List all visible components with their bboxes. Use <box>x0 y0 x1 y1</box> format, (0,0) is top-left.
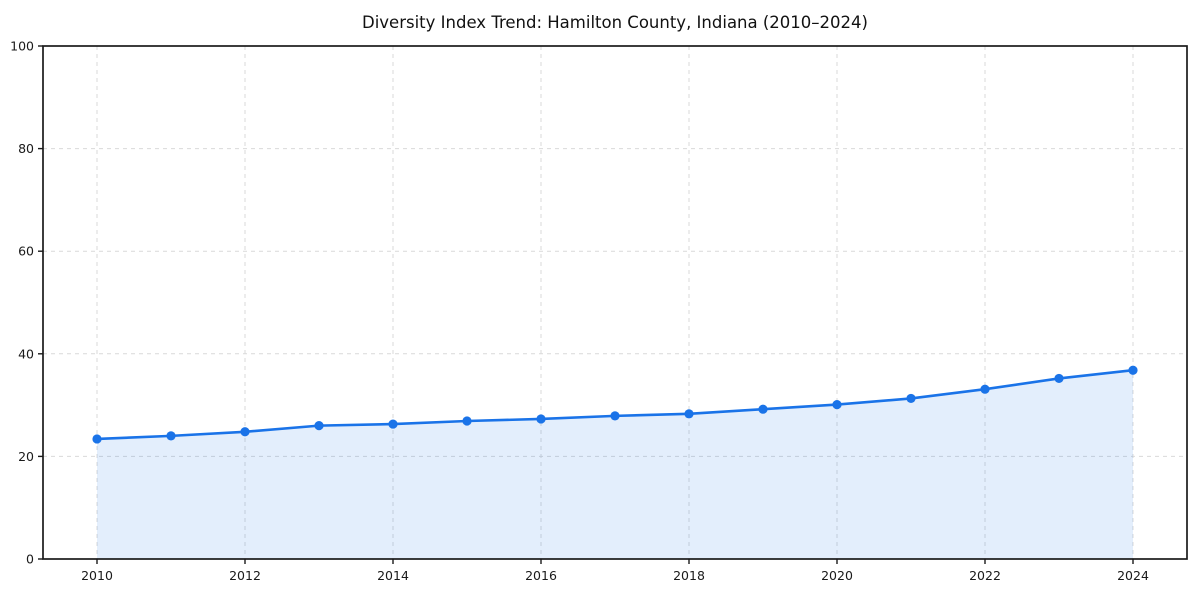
y-tick-label: 100 <box>10 39 34 54</box>
y-tick-label: 20 <box>18 449 34 464</box>
area-fill <box>97 370 1133 559</box>
data-point-2024 <box>1128 365 1138 375</box>
data-point-2017 <box>610 411 620 421</box>
data-point-2012 <box>240 427 250 437</box>
y-tick-label: 60 <box>18 244 34 259</box>
data-point-2015 <box>462 416 472 426</box>
x-tick-label: 2020 <box>821 568 853 583</box>
data-point-2018 <box>684 409 694 419</box>
y-tick-label: 80 <box>18 141 34 156</box>
y-tick-label: 0 <box>26 552 34 567</box>
x-tick-label: 2022 <box>969 568 1001 583</box>
data-point-2013 <box>314 421 324 431</box>
data-point-2021 <box>906 393 916 404</box>
data-point-2016 <box>536 414 546 424</box>
data-point-2014 <box>388 419 398 429</box>
data-point-2011 <box>166 431 176 441</box>
plot-border <box>42 45 1188 560</box>
x-tick-label: 2012 <box>229 568 261 583</box>
x-tick-label: 2018 <box>673 568 705 583</box>
data-point-2023 <box>1054 373 1064 384</box>
x-tick-label: 2010 <box>81 568 113 583</box>
data-point-2020 <box>832 399 842 410</box>
y-tick-label: 40 <box>18 346 34 361</box>
data-point-2019 <box>758 404 768 414</box>
x-tick-label: 2014 <box>377 568 409 583</box>
x-tick-label: 2016 <box>525 568 557 583</box>
data-point-2022 <box>980 384 990 394</box>
data-point-2010 <box>92 434 102 444</box>
chart-title: Diversity Index Trend: Hamilton County, … <box>362 13 868 32</box>
x-tick-label: 2024 <box>1117 568 1149 583</box>
